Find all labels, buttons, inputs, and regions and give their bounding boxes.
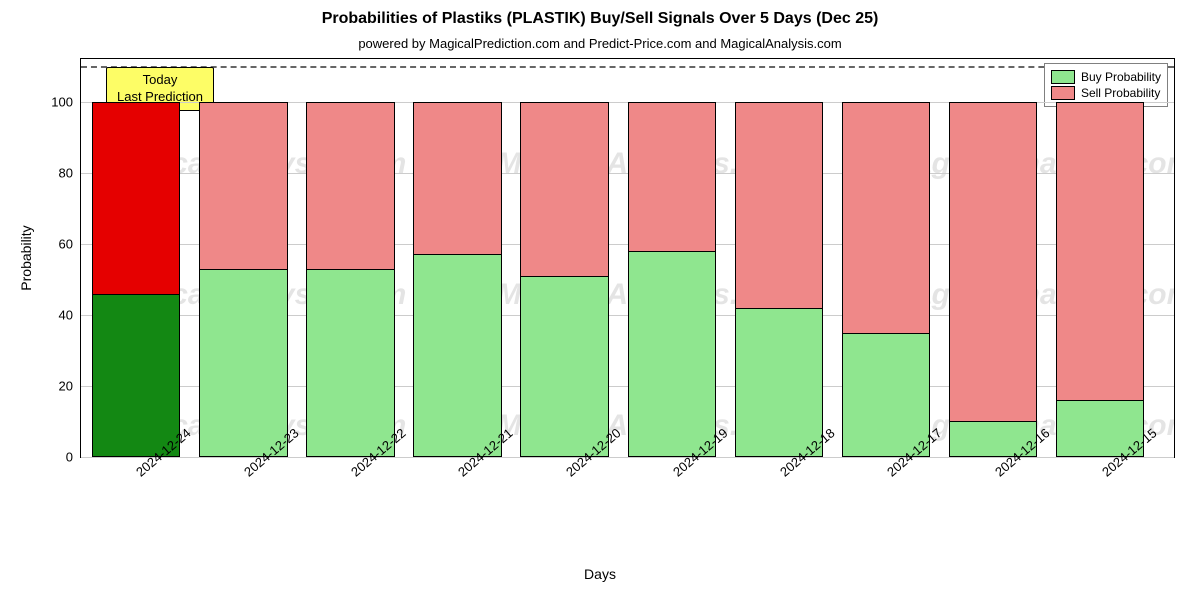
reference-dashed-line [81, 66, 1174, 68]
bar-group [92, 102, 181, 457]
chart-subtitle: powered by MagicalPrediction.com and Pre… [0, 36, 1200, 51]
xtick-label: 2024-12-15 [1099, 468, 1109, 479]
bar-buy [735, 308, 824, 457]
bar-group [520, 102, 609, 457]
bar-buy [306, 269, 395, 457]
xtick-label: 2024-12-17 [884, 468, 894, 479]
xtick-label: 2024-12-16 [992, 468, 1002, 479]
bar-group [628, 102, 717, 457]
bar-buy [413, 254, 502, 457]
legend-row-buy: Buy Probability [1051, 70, 1161, 84]
x-axis-label: Days [0, 566, 1200, 582]
xtick-label: 2024-12-19 [670, 468, 680, 479]
legend-swatch-buy [1051, 70, 1075, 84]
bar-group [949, 102, 1038, 457]
bar-buy [199, 269, 288, 457]
bar-group [306, 102, 395, 457]
bar-group [735, 102, 824, 457]
bar-sell [949, 102, 1038, 457]
y-axis-label: Probability [18, 225, 34, 290]
legend-swatch-sell [1051, 86, 1075, 100]
legend-row-sell: Sell Probability [1051, 86, 1161, 100]
chart-container: Probabilities of Plastiks (PLASTIK) Buy/… [0, 0, 1200, 600]
plot-area: MagicalAnalysis.comMagicalAnalysis.comMa… [80, 58, 1175, 458]
legend: Buy Probability Sell Probability [1044, 63, 1168, 107]
xtick-label: 2024-12-22 [348, 468, 358, 479]
ytick-label: 100 [51, 94, 73, 109]
xtick-label: 2024-12-18 [777, 468, 787, 479]
bar-group [199, 102, 288, 457]
ytick-label: 60 [59, 236, 73, 251]
bar-buy [628, 251, 717, 457]
bar-group [842, 102, 931, 457]
chart-title: Probabilities of Plastiks (PLASTIK) Buy/… [0, 10, 1200, 28]
xtick-label: 2024-12-23 [241, 468, 251, 479]
xtick-label: 2024-12-24 [133, 468, 143, 479]
ytick-label: 40 [59, 307, 73, 322]
xtick-label: 2024-12-21 [455, 468, 465, 479]
callout-line-1: Today [117, 72, 203, 89]
ytick-label: 80 [59, 165, 73, 180]
bar-buy [842, 333, 931, 457]
ytick-label: 0 [66, 450, 73, 465]
xtick-label: 2024-12-20 [563, 468, 573, 479]
bar-buy [520, 276, 609, 457]
legend-label-buy: Buy Probability [1081, 70, 1161, 84]
ytick-label: 20 [59, 378, 73, 393]
bar-group [1056, 102, 1145, 457]
bar-group [413, 102, 502, 457]
bar-buy [92, 294, 181, 457]
legend-label-sell: Sell Probability [1081, 86, 1160, 100]
